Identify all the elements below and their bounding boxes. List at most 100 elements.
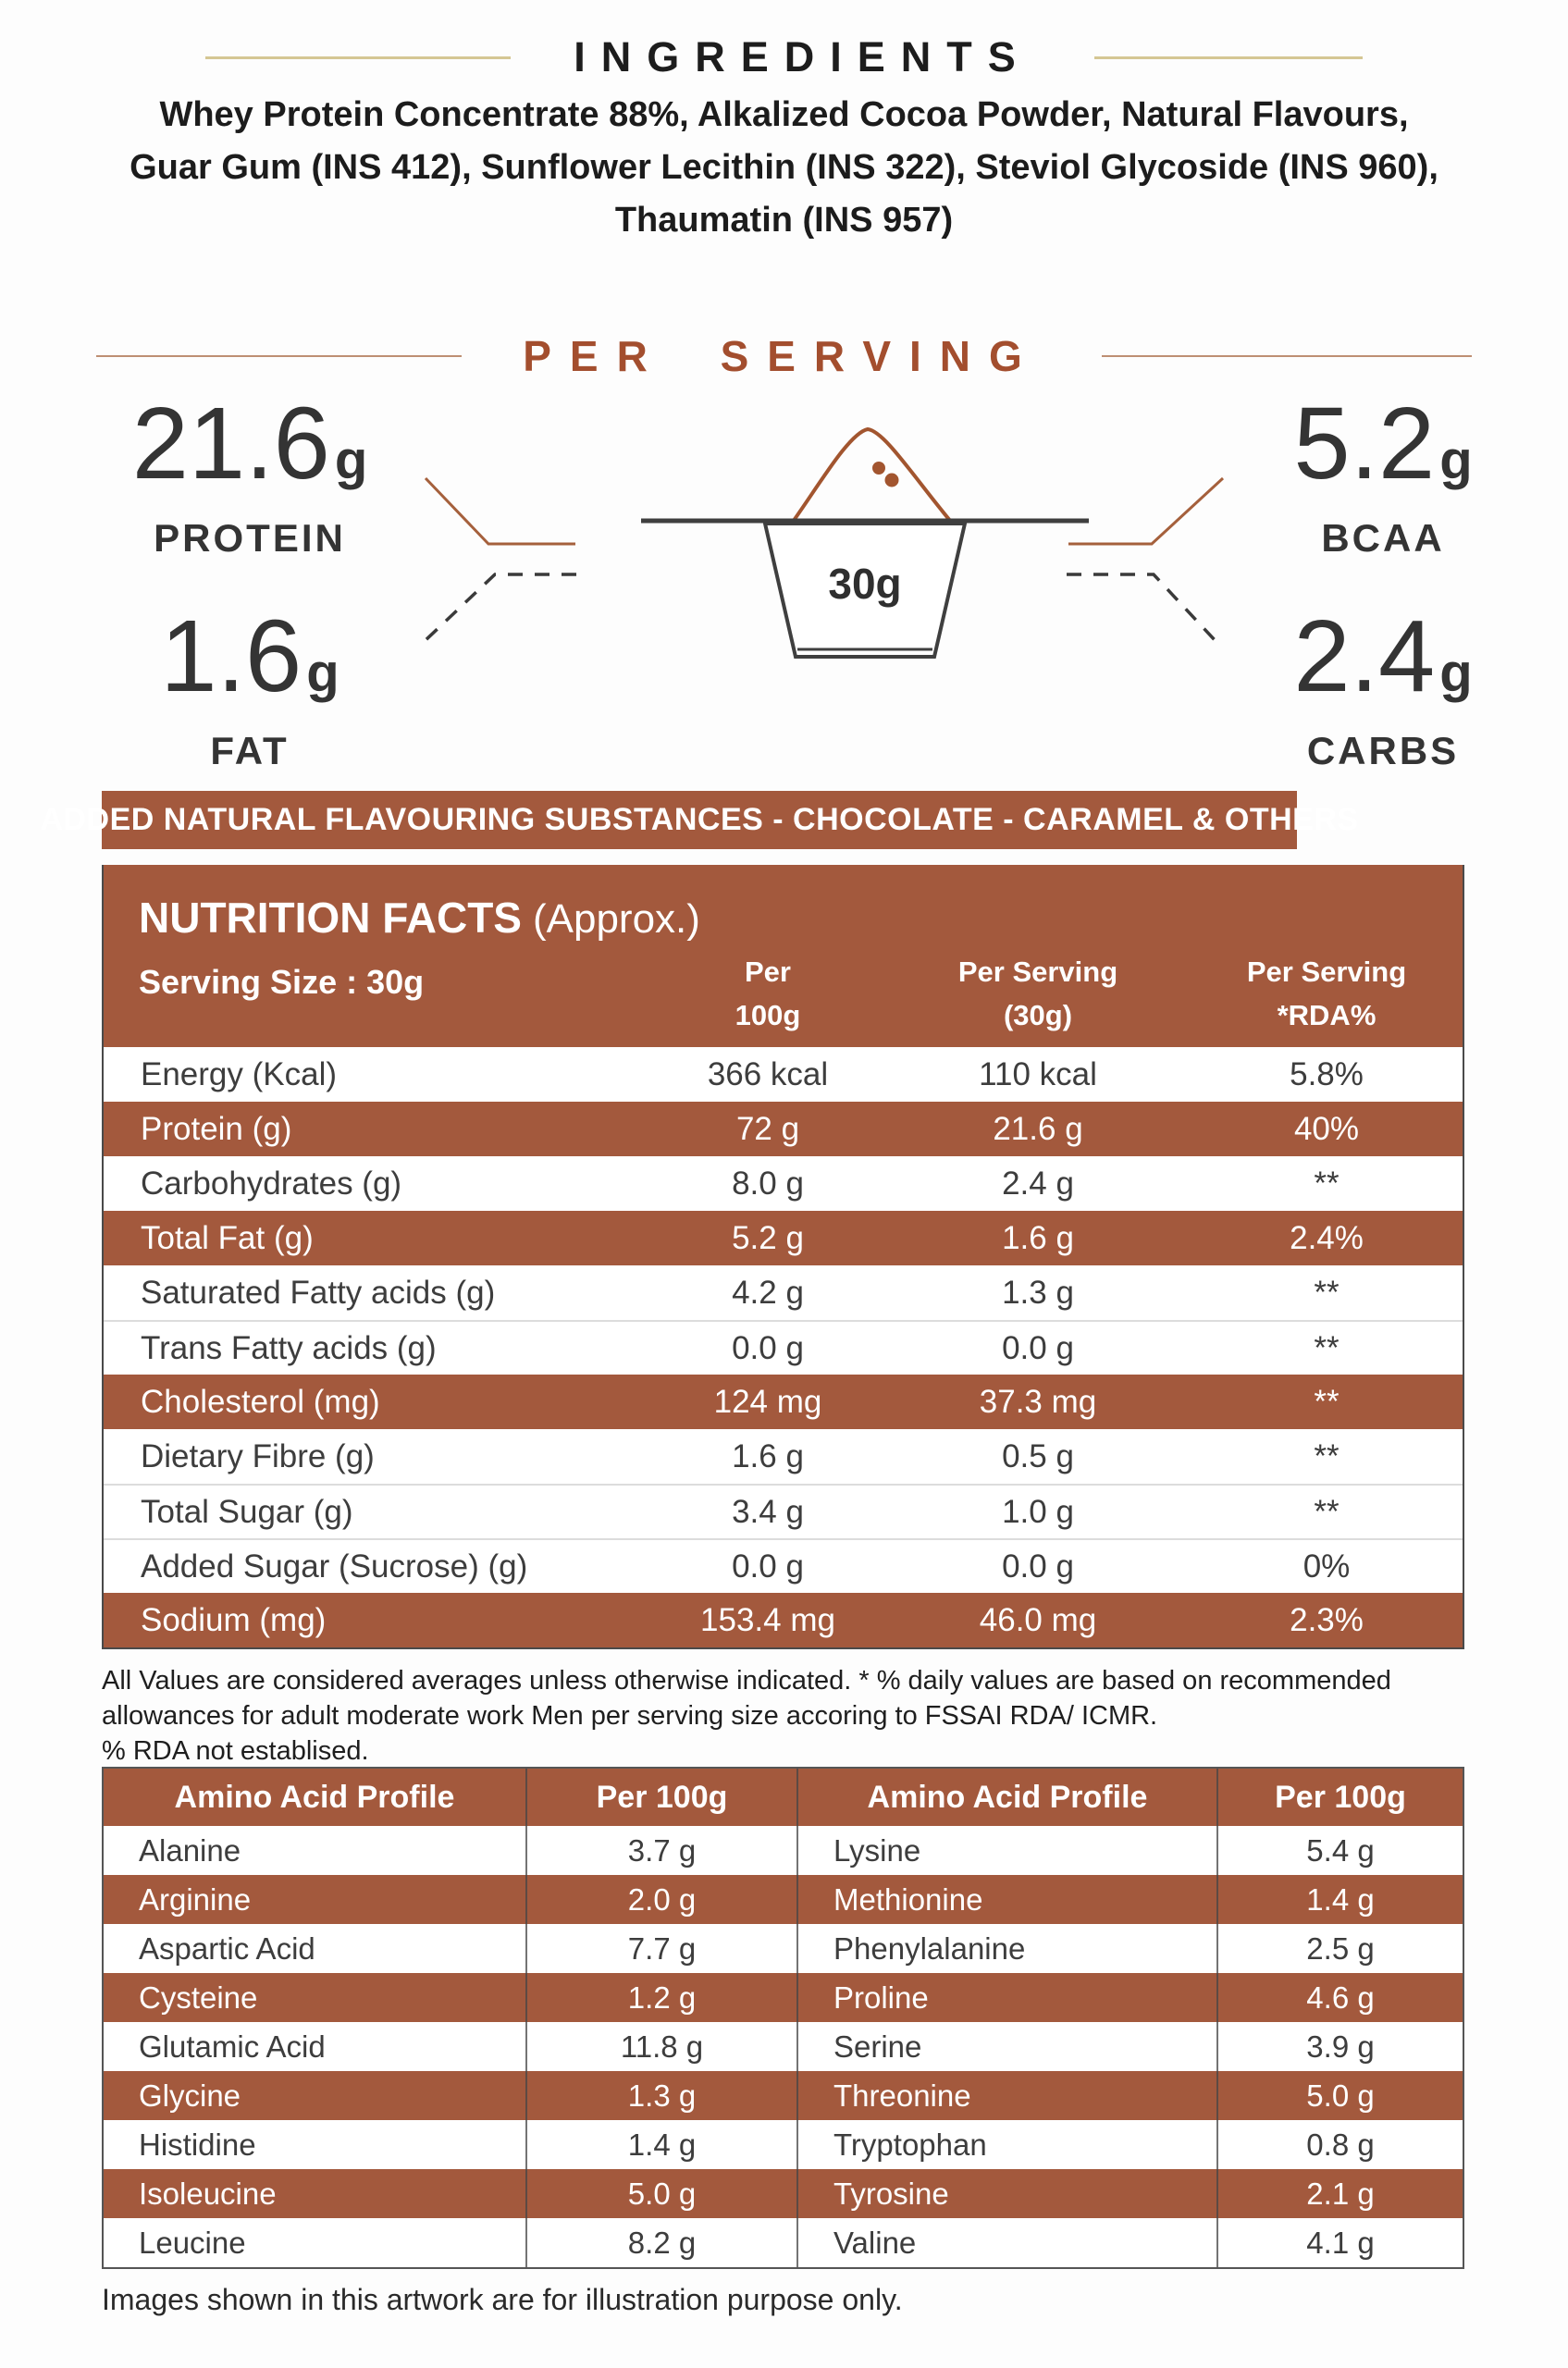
flavour-banner-text: ADDED NATURAL FLAVOURING SUBSTANCES - CH… bbox=[40, 802, 1359, 837]
nutrient-name: Protein (g) bbox=[141, 1110, 292, 1147]
amino-name: Arginine bbox=[104, 1875, 527, 1924]
nutrient-name: Trans Fatty acids (g) bbox=[141, 1329, 437, 1366]
amino-name: Glycine bbox=[104, 2071, 527, 2120]
table-row: Total Sugar (g) 3.4 g 1.0 g ** bbox=[104, 1484, 1463, 1538]
per-100g-value: 366 kcal bbox=[707, 1055, 829, 1092]
rda-value: 5.8% bbox=[1290, 1055, 1364, 1092]
table-row: Cysteine 1.2 g Proline 4.6 g bbox=[104, 1973, 1463, 2022]
amino-name: Histidine bbox=[104, 2120, 527, 2169]
bcaa-amount: 5.2g bbox=[1184, 393, 1568, 512]
nutrient-name: Carbohydrates (g) bbox=[141, 1165, 402, 1202]
column-header-rda: Per Serving *RDA% bbox=[1197, 950, 1456, 1037]
amino-name: Methionine bbox=[798, 1875, 1218, 1924]
nutrient-name: Sodium (mg) bbox=[141, 1601, 327, 1638]
table-row: Saturated Fatty acids (g) 4.2 g 1.3 g ** bbox=[104, 1265, 1463, 1320]
table-row: Added Sugar (Sucrose) (g) 0.0 g 0.0 g 0% bbox=[104, 1538, 1463, 1593]
powder-dot bbox=[884, 473, 899, 487]
decorative-line bbox=[1093, 56, 1363, 59]
stat-unit: g bbox=[334, 430, 368, 490]
amino-value: 8.2 g bbox=[527, 2218, 798, 2267]
amino-value: 2.1 g bbox=[1306, 2176, 1375, 2211]
stat-protein: 21.6g PROTEIN bbox=[51, 393, 449, 558]
stat-bcaa: 5.2g BCAA bbox=[1184, 393, 1568, 558]
per-serving-value: 2.4 g bbox=[1002, 1165, 1074, 1202]
decorative-line bbox=[1101, 355, 1472, 357]
amino-table-header: Amino Acid Profile Per 100g Amino Acid P… bbox=[104, 1769, 1463, 1826]
per-serving-value: 110 kcal bbox=[979, 1055, 1097, 1092]
table-row: Dietary Fibre (g) 1.6 g 0.5 g ** bbox=[104, 1429, 1463, 1484]
amino-name: Aspartic Acid bbox=[104, 1924, 527, 1973]
per-serving-title: PER SERVING bbox=[523, 332, 1041, 380]
nutrient-name: Total Fat (g) bbox=[141, 1219, 314, 1256]
disclaimer-text: Images shown in this artwork are for ill… bbox=[102, 2283, 903, 2316]
column-header-line: *RDA% bbox=[1277, 999, 1377, 1031]
table-row: Arginine 2.0 g Methionine 1.4 g bbox=[104, 1875, 1463, 1924]
rda-value: 2.4% bbox=[1290, 1219, 1364, 1256]
amino-header-profile-2: Amino Acid Profile bbox=[798, 1769, 1218, 1826]
amino-name: Tyrosine bbox=[798, 2169, 1218, 2218]
table-row: Glutamic Acid 11.8 g Serine 3.9 g bbox=[104, 2022, 1463, 2071]
column-header-per-serving: Per Serving (30g) bbox=[908, 950, 1167, 1037]
rda-value: ** bbox=[1314, 1383, 1340, 1420]
carbs-amount: 2.4g bbox=[1184, 606, 1568, 724]
amino-value: 11.8 g bbox=[527, 2022, 798, 2071]
ingredients-line: Whey Protein Concentrate 88%, Alkalized … bbox=[159, 95, 1409, 134]
per-serving-value: 37.3 mg bbox=[979, 1383, 1097, 1420]
powder-mound bbox=[791, 426, 953, 524]
amino-value: 5.0 g bbox=[527, 2169, 798, 2218]
table-row: Energy (Kcal) 366 kcal 110 kcal 5.8% bbox=[104, 1047, 1463, 1102]
table-row: Trans Fatty acids (g) 0.0 g 0.0 g ** bbox=[104, 1320, 1463, 1375]
nutrition-facts-table: NUTRITION FACTS (Approx.) Serving Size : … bbox=[102, 865, 1464, 1649]
nutrient-name: Total Sugar (g) bbox=[141, 1493, 353, 1530]
amino-acid-table: Amino Acid Profile Per 100g Amino Acid P… bbox=[102, 1767, 1464, 2269]
title-main: NUTRITION FACTS bbox=[139, 894, 522, 942]
column-header-line: (30g) bbox=[1003, 999, 1073, 1031]
ingredients-line: Thaumatin (INS 957) bbox=[614, 201, 954, 240]
amino-value: 4.6 g bbox=[1306, 1980, 1375, 2015]
per-serving-value: 46.0 mg bbox=[979, 1601, 1097, 1638]
rda-value: 0% bbox=[1303, 1548, 1351, 1585]
amino-name: Tryptophan bbox=[798, 2120, 1218, 2169]
per-100g-value: 153.4 mg bbox=[700, 1601, 835, 1638]
amino-name: Leucine bbox=[104, 2218, 527, 2267]
table-row: Sodium (mg) 153.4 mg 46.0 mg 2.3% bbox=[104, 1593, 1463, 1647]
table-row: Total Fat (g) 5.2 g 1.6 g 2.4% bbox=[104, 1211, 1463, 1265]
amino-header-per100g-1: Per 100g bbox=[527, 1769, 798, 1826]
stat-label: BCAA bbox=[1321, 516, 1445, 560]
amino-name: Proline bbox=[798, 1973, 1218, 2022]
table-row: Histidine 1.4 g Tryptophan 0.8 g bbox=[104, 2120, 1463, 2169]
footnote-line: allowances for adult moderate work Men p… bbox=[102, 1701, 1158, 1731]
amino-name: Glutamic Acid bbox=[104, 2022, 527, 2071]
stat-label: CARBS bbox=[1306, 729, 1460, 772]
table-row: Protein (g) 72 g 21.6 g 40% bbox=[104, 1102, 1463, 1156]
rda-value: 40% bbox=[1293, 1110, 1360, 1147]
per-serving-value: 0.0 g bbox=[1002, 1548, 1074, 1585]
stat-value: 1.6 bbox=[160, 599, 302, 713]
column-header-per-100g: Per 100g bbox=[638, 950, 897, 1037]
table-row: Isoleucine 5.0 g Tyrosine 2.1 g bbox=[104, 2169, 1463, 2218]
decorative-line bbox=[96, 355, 463, 357]
nutrition-facts-header: NUTRITION FACTS (Approx.) Serving Size : … bbox=[104, 865, 1463, 1047]
table-row: Cholesterol (mg) 124 mg 37.3 mg ** bbox=[104, 1375, 1463, 1429]
amino-name: Lysine bbox=[798, 1826, 1218, 1875]
stat-value: 21.6 bbox=[131, 387, 330, 500]
stat-value: 5.2 bbox=[1293, 387, 1436, 500]
fat-amount: 1.6g bbox=[51, 606, 449, 724]
amino-value: 5.4 g bbox=[1306, 1832, 1375, 1868]
column-header-line: Per Serving bbox=[1246, 956, 1407, 988]
title-approx: (Approx.) bbox=[532, 896, 700, 942]
amino-value: 3.7 g bbox=[527, 1826, 798, 1875]
amino-value: 3.9 g bbox=[1306, 2029, 1375, 2064]
amino-value: 0.8 g bbox=[1306, 2127, 1375, 2162]
per-serving-value: 0.0 g bbox=[1002, 1329, 1074, 1366]
protein-amount: 21.6g bbox=[51, 393, 449, 512]
rda-value: ** bbox=[1314, 1329, 1340, 1366]
stat-unit: g bbox=[306, 643, 340, 703]
column-header-line: Per Serving bbox=[957, 956, 1118, 988]
nutrient-name: Saturated Fatty acids (g) bbox=[141, 1274, 496, 1311]
stat-unit: g bbox=[1439, 430, 1473, 490]
rda-value: ** bbox=[1314, 1274, 1340, 1311]
per-100g-value: 0.0 g bbox=[732, 1329, 804, 1366]
amino-name: Phenylalanine bbox=[798, 1924, 1218, 1973]
stat-label: FAT bbox=[210, 729, 290, 772]
